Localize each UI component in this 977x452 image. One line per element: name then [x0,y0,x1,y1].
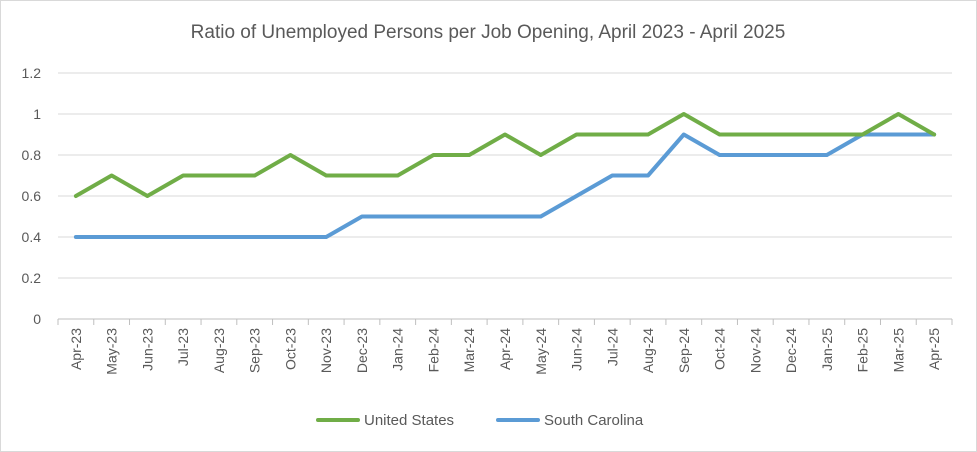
x-tick-label: May-23 [104,328,120,375]
y-tick-label: 0.2 [22,270,42,286]
x-tick-label: Apr-23 [68,328,84,370]
x-tick-label: Jun-23 [139,328,155,371]
x-tick-label: Nov-24 [747,328,763,373]
x-tick-label: Feb-25 [855,328,871,373]
x-tick-label: Feb-24 [425,328,441,373]
x-tick-label: Sep-24 [676,328,692,373]
y-tick-label: 1 [33,106,41,122]
x-tick-label: Jul-23 [175,328,191,366]
y-tick-label: 0.4 [22,229,42,245]
x-tick-label: Jun-24 [569,328,585,371]
x-tick-label: May-24 [533,328,549,375]
chart-title: Ratio of Unemployed Persons per Job Open… [191,22,786,43]
y-tick-label: 0 [33,311,41,327]
x-tick-label: Apr-24 [497,328,513,370]
x-tick-label: Mar-25 [890,328,906,373]
y-tick-label: 1.2 [22,65,42,81]
x-tick-label: Jul-24 [604,328,620,366]
x-tick-label: Sep-23 [247,328,263,373]
series-line-united-states [73,112,937,198]
x-axis-ticks: Apr-23 May-23 Jun-23 Jul-23 Aug-23 Sep-23 Oct-… [57,318,953,375]
series-line-south-carolina [73,132,937,239]
y-tick-label: 0.6 [22,188,42,204]
y-tick-label: 0.8 [22,147,42,163]
x-tick-label: Apr-25 [926,328,942,370]
x-tick-label: Nov-23 [318,328,334,373]
x-tick-label: Mar-24 [461,328,477,373]
legend: United States South Carolina [316,412,644,429]
x-tick-label: Oct-23 [282,328,298,370]
x-tick-label: Jan-24 [390,328,406,371]
x-tick-label: Aug-23 [211,328,227,373]
legend-label: South Carolina [544,412,644,429]
x-tick-label: Oct-24 [712,328,728,370]
y-axis-ticks: 0 0.2 0.4 0.6 0.8 1 1.2 [22,65,42,327]
x-tick-label: Jan-25 [819,328,835,371]
series-lines [73,112,937,239]
x-tick-label: Dec-23 [354,328,370,373]
x-tick-label: Dec-24 [783,328,799,373]
legend-label: United States [364,412,454,429]
x-tick-label: Aug-24 [640,328,656,373]
